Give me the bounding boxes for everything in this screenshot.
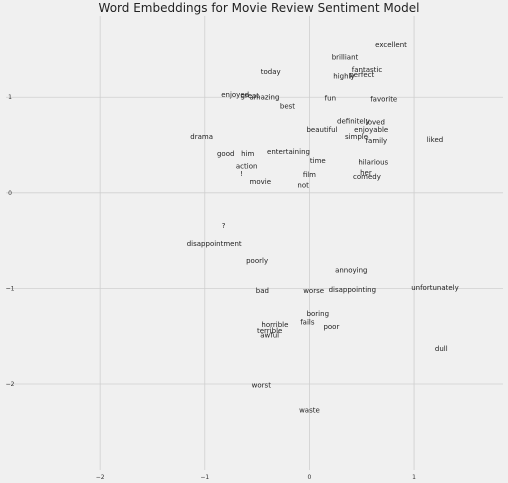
word-label: today: [261, 68, 281, 76]
word-label: boring: [307, 310, 329, 318]
word-label: disappointment: [187, 240, 242, 248]
x-tick-label: −2: [96, 474, 105, 481]
word-label: poor: [323, 323, 339, 331]
y-tick-label: 0: [8, 190, 12, 197]
grid-lines: [6, 16, 503, 470]
word-label: poorly: [246, 257, 268, 265]
word-label: best: [280, 102, 295, 110]
word-label: hilarious: [358, 159, 388, 167]
y-tick-label: −1: [6, 285, 15, 292]
word-label: enjoyable: [354, 126, 388, 134]
y-tick-label: −2: [6, 381, 15, 388]
word-label: amazing: [249, 94, 279, 102]
word-label: definitely: [337, 118, 370, 126]
word-label: excellent: [375, 41, 407, 49]
word-label: comedy: [353, 173, 381, 181]
word-label: terrible: [257, 327, 282, 335]
word-label: him: [241, 150, 254, 158]
y-tick-label: 1: [8, 94, 12, 101]
word-label: film: [303, 171, 316, 179]
word-label: good: [217, 150, 234, 158]
word-label: beautiful: [306, 126, 337, 134]
word-label: annoying: [335, 267, 367, 275]
word-label: movie: [250, 178, 272, 186]
word-label: liked: [427, 136, 443, 144]
word-label: fantastic: [352, 66, 383, 74]
word-label: worse: [303, 287, 324, 295]
word-label: simple: [345, 133, 368, 141]
word-label: fails: [300, 318, 315, 326]
word-label: ?: [222, 222, 226, 230]
word-label: fun: [325, 95, 336, 103]
word-label: great: [241, 92, 260, 100]
word-label: awful: [260, 332, 279, 340]
word-label: favorite: [370, 96, 397, 104]
x-tick-label: 1: [412, 474, 416, 481]
word-label: loved: [366, 119, 385, 127]
word-label: disappointing: [329, 286, 376, 294]
word-label: dull: [435, 345, 448, 353]
word-label: horrible: [261, 321, 288, 329]
word-label: time: [310, 157, 326, 165]
word-label: waste: [299, 406, 320, 414]
word-label: drama: [190, 133, 213, 141]
word-label: her: [360, 169, 372, 177]
word-label: family: [366, 137, 388, 145]
word-label: not: [297, 182, 309, 190]
word-label: !: [240, 170, 243, 178]
chart-title: Word Embeddings for Movie Review Sentime…: [99, 1, 420, 15]
x-tick-label: −1: [200, 474, 209, 481]
word-label: unfortunately: [411, 284, 459, 292]
word-label: perfect: [349, 71, 374, 79]
word-label: action: [236, 163, 258, 171]
word-label: entertaining: [267, 148, 310, 156]
word-label: worst: [252, 381, 272, 389]
axis-tick-labels: −2 −1 0 1 1 0 −1 −2: [6, 94, 417, 481]
word-label: highly: [333, 73, 354, 81]
word-label: bad: [256, 287, 269, 295]
x-tick-label: 0: [308, 474, 312, 481]
word-label: brilliant: [332, 54, 359, 62]
word-labels: excellent brilliant fantasticperfecthighly…: [187, 41, 459, 414]
word-label: enjoyed: [221, 91, 249, 99]
